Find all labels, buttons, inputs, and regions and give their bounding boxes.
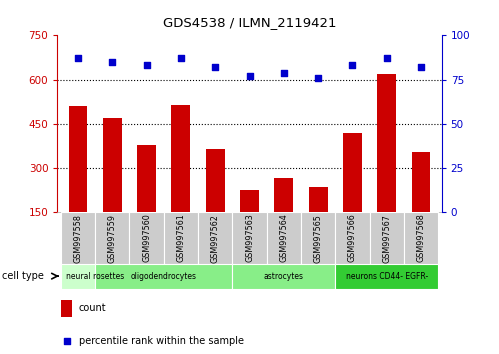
Bar	[335, 264, 438, 289]
Point	[108, 59, 116, 65]
Text: neural rosettes: neural rosettes	[66, 272, 124, 281]
Point	[62, 338, 70, 344]
Point	[211, 64, 219, 70]
Bar	[61, 212, 95, 264]
Text: GDS4538 / ILMN_2119421: GDS4538 / ILMN_2119421	[163, 17, 336, 29]
Text: GSM997564: GSM997564	[279, 214, 288, 262]
Text: GSM997568: GSM997568	[417, 214, 426, 262]
Point	[177, 56, 185, 61]
Bar	[95, 264, 233, 289]
Text: GSM997558: GSM997558	[73, 213, 82, 263]
Text: neurons CD44- EGFR-: neurons CD44- EGFR-	[346, 272, 428, 281]
Bar	[309, 187, 327, 212]
Bar	[172, 105, 190, 212]
Bar	[343, 133, 362, 212]
Bar	[266, 212, 301, 264]
Bar	[233, 264, 335, 289]
Text: percentile rank within the sample: percentile rank within the sample	[78, 336, 244, 346]
Point	[143, 63, 151, 68]
Text: GSM997562: GSM997562	[211, 213, 220, 263]
Bar	[301, 212, 335, 264]
Text: count: count	[78, 303, 106, 313]
Bar	[68, 106, 87, 212]
Bar	[61, 300, 72, 317]
Bar	[95, 212, 129, 264]
Point	[280, 70, 288, 75]
Bar	[198, 212, 233, 264]
Bar	[377, 74, 396, 212]
Text: GSM997563: GSM997563	[245, 214, 254, 262]
Bar	[61, 264, 129, 289]
Text: astrocytes: astrocytes	[264, 272, 304, 281]
Point	[383, 56, 391, 61]
Point	[246, 73, 253, 79]
Bar	[164, 212, 198, 264]
Bar	[206, 149, 225, 212]
Text: oligodendrocytes: oligodendrocytes	[131, 272, 197, 281]
Text: GSM997560: GSM997560	[142, 214, 151, 262]
Bar	[404, 212, 438, 264]
Point	[314, 75, 322, 81]
Text: GSM997559: GSM997559	[108, 213, 117, 263]
Bar	[335, 212, 370, 264]
Bar	[137, 144, 156, 212]
Point	[417, 64, 425, 70]
Text: GSM997561: GSM997561	[176, 214, 186, 262]
Text: GSM997566: GSM997566	[348, 214, 357, 262]
Text: cell type: cell type	[2, 271, 44, 281]
Text: GSM997567: GSM997567	[382, 213, 391, 263]
Bar	[274, 178, 293, 212]
Point	[348, 63, 356, 68]
Text: GSM997565: GSM997565	[313, 213, 323, 263]
Bar	[240, 190, 259, 212]
Bar	[129, 212, 164, 264]
Bar	[233, 212, 266, 264]
Bar	[370, 212, 404, 264]
Bar	[412, 152, 431, 212]
Point	[74, 56, 82, 61]
Bar	[103, 118, 122, 212]
